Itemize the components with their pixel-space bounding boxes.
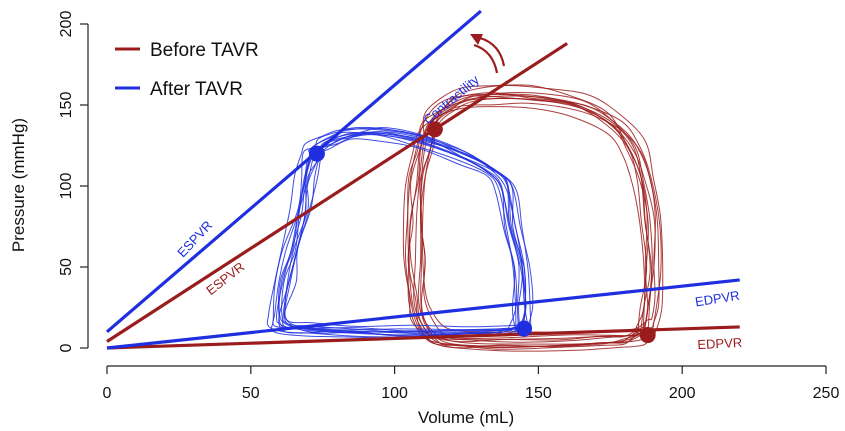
- pv-loop-cycle: [281, 133, 518, 333]
- pv-loop-cycle: [419, 94, 649, 347]
- before-edpvr-label: EDPVR: [697, 335, 743, 352]
- after-edpvr-label: EDPVR: [694, 288, 741, 310]
- after-espvr-label: ESPVR: [174, 218, 215, 260]
- x-tick-label: 100: [381, 385, 408, 402]
- pressure-volume-relations: [105, 9, 740, 350]
- y-tick-label: 200: [58, 11, 75, 38]
- x-tick-label: 0: [103, 385, 112, 402]
- pv-loop-cycle: [276, 134, 517, 336]
- y-tick-label: 150: [58, 92, 75, 119]
- after-espvr-line: [105, 9, 482, 334]
- legend-label-after-tavr: After TAVR: [150, 79, 243, 100]
- loop-points: [308, 121, 656, 344]
- y-tick-label: 0: [58, 343, 75, 352]
- x-tick-label: 250: [813, 385, 840, 402]
- before-espvr-line: [106, 42, 569, 343]
- legend: Before TAVR After TAVR: [115, 40, 259, 100]
- axes: 0 50 100 150 200 250 0 50 100 150 200: [58, 11, 839, 402]
- contractility-arrow-curve: [479, 36, 506, 67]
- x-tick-label: 200: [669, 385, 696, 402]
- pv-loop-cycle: [407, 95, 648, 349]
- pv-loop-cycle: [277, 131, 534, 333]
- contractility-arrow-head: [470, 34, 483, 45]
- x-tick-label: 150: [525, 385, 552, 402]
- pv-loop-cycle: [408, 106, 646, 343]
- pv-loop-cycle: [402, 102, 660, 340]
- before-edpvr-line: [106, 325, 740, 350]
- contractility-arrow-icon: [470, 34, 506, 74]
- y-tick-label: 100: [58, 173, 75, 200]
- pv-loop-cycle: [282, 138, 516, 336]
- pv-loop-cycle: [266, 128, 526, 337]
- pv-loops: [266, 84, 664, 352]
- after-end-diastolic-point: [516, 320, 533, 337]
- contractility-arrow-curve: [473, 43, 499, 74]
- y-tick-label: 50: [58, 258, 75, 276]
- before-end-diastolic-point: [639, 327, 656, 344]
- y-axis-title: Pressure (mmHg): [9, 118, 28, 252]
- x-tick-label: 50: [242, 385, 260, 402]
- before-end-systolic-point: [426, 121, 443, 138]
- pv-loop-cycle: [284, 131, 526, 332]
- after-end-systolic-point: [308, 145, 325, 162]
- after-edpvr-line: [106, 278, 740, 350]
- legend-label-before-tavr: Before TAVR: [150, 40, 259, 61]
- pv-loop-cycle: [272, 131, 520, 331]
- x-axis-title: Volume (mL): [418, 408, 514, 427]
